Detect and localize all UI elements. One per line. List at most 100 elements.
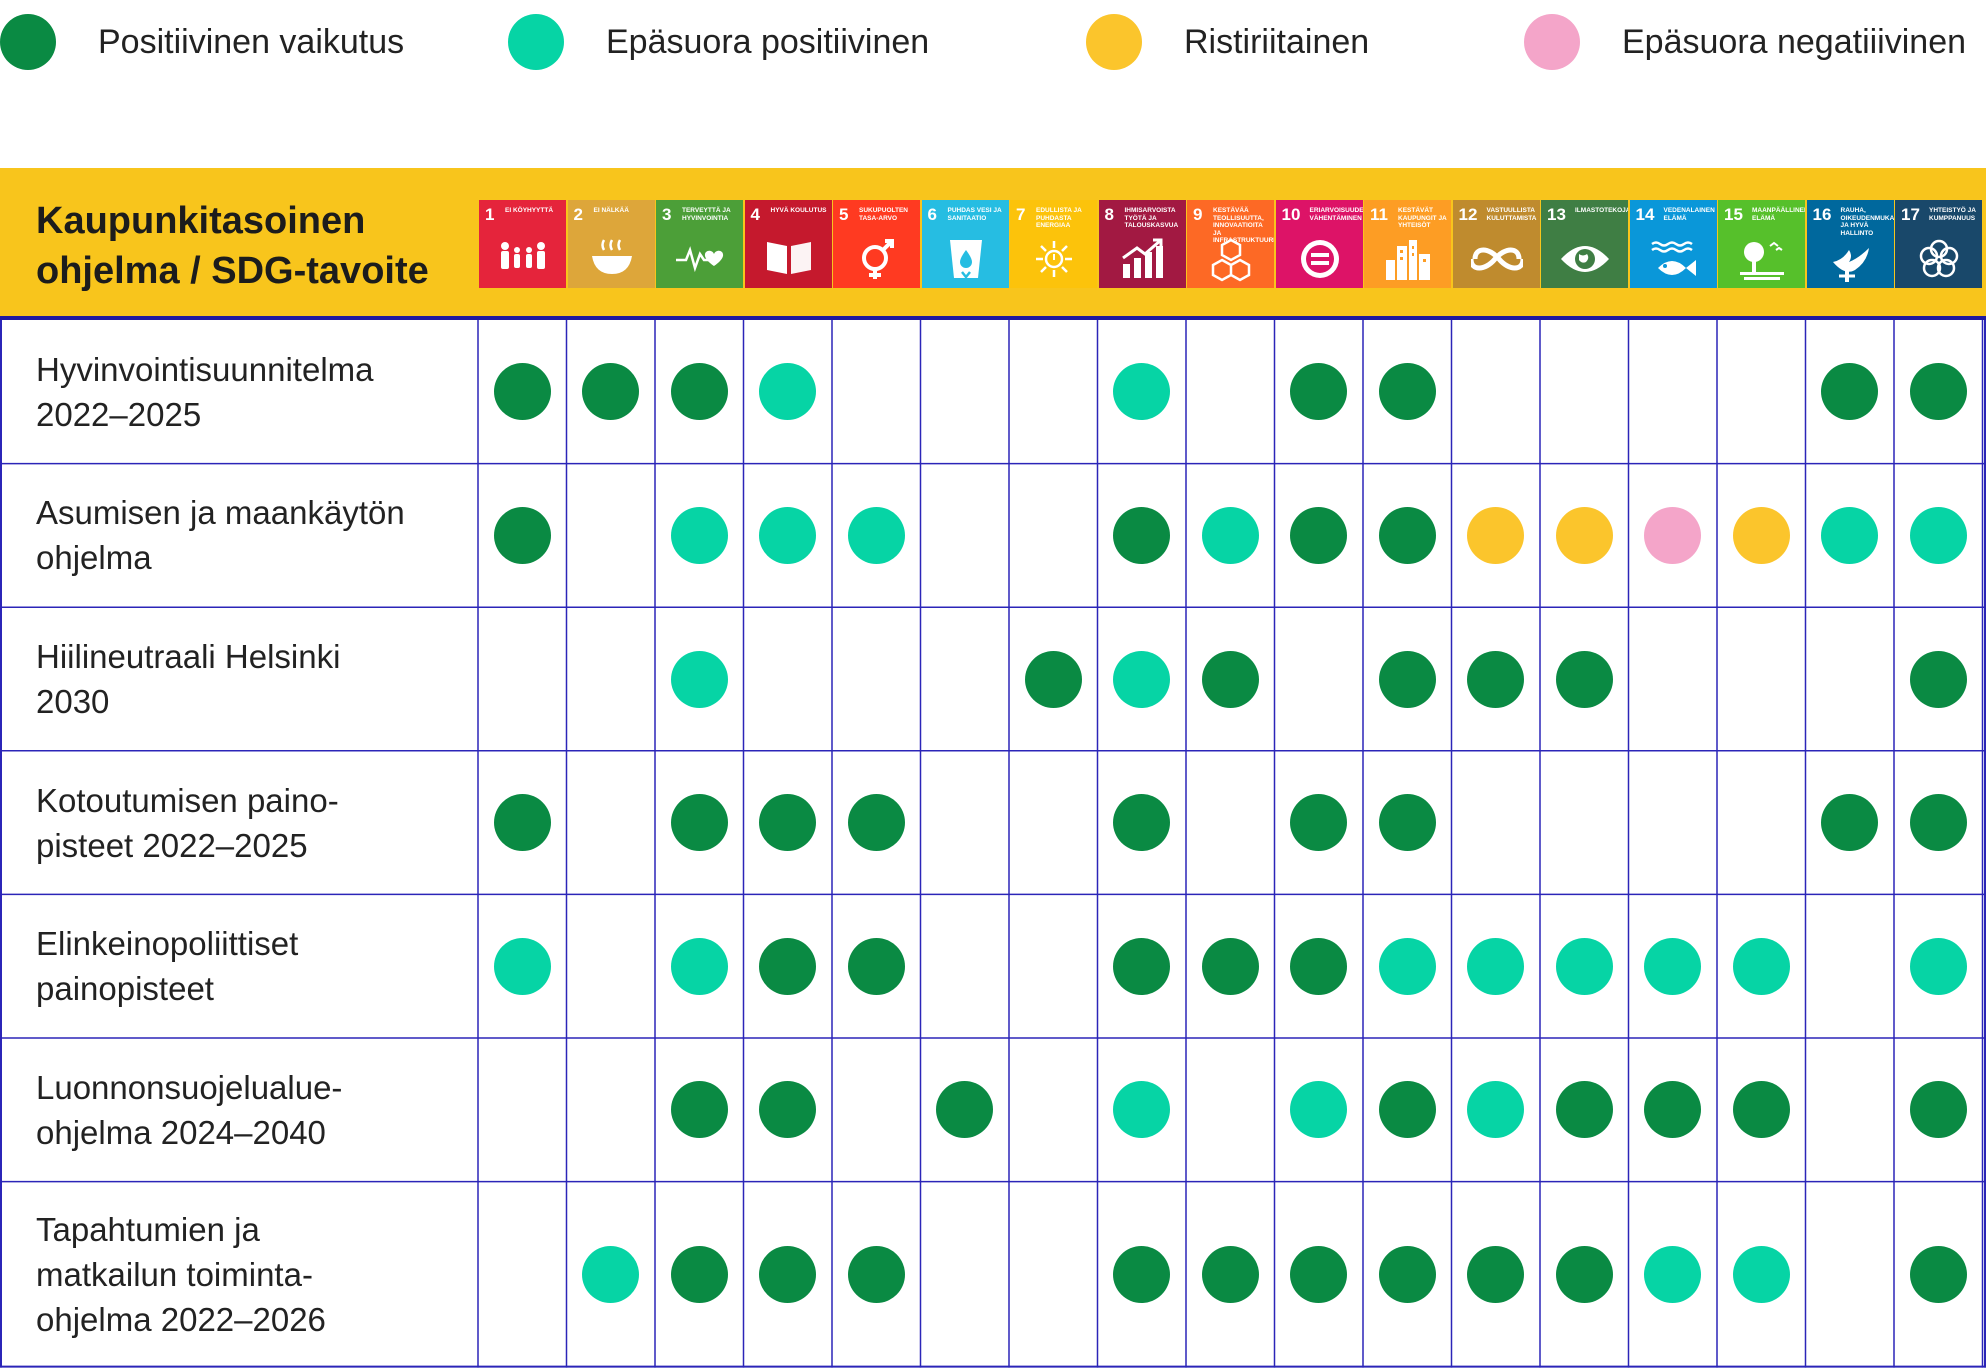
impact-dot-indirect-positive bbox=[1113, 1081, 1171, 1139]
sdg-goal-17-tile: 17 Yhteistyö ja kumppanuus bbox=[1895, 200, 1982, 288]
impact-dot-positive bbox=[670, 794, 728, 852]
legend-item: Epäsuora positiivinen bbox=[508, 12, 929, 72]
gender-icon bbox=[862, 239, 894, 279]
fish-icon bbox=[1650, 241, 1696, 276]
impact-dot-positive bbox=[670, 363, 728, 421]
impact-dot-indirect-positive bbox=[1732, 1246, 1790, 1304]
sdg-goal-number: 11 bbox=[1370, 205, 1388, 224]
sdg-goal-label: Ihmisarvoista työtä ja talouskasvua bbox=[1124, 207, 1179, 229]
impact-dot-positive bbox=[1378, 1246, 1436, 1304]
impact-dot-positive bbox=[1290, 937, 1348, 995]
sdg-goal-label: Edullista ja puhdasta energiaa bbox=[1036, 207, 1082, 229]
legend-label: Positiivinen vaikutus bbox=[98, 22, 405, 61]
program-row-label: Tapahtumien ja matkailun toiminta- ohjel… bbox=[36, 1211, 326, 1339]
legend-label: Ristiriitainen bbox=[1184, 22, 1370, 61]
impact-dot-indirect-positive bbox=[1201, 506, 1259, 564]
impact-dot-positive bbox=[759, 1081, 817, 1139]
sdg-goal-label: Eriarvoisuuden vähentäminen bbox=[1309, 207, 1363, 222]
infinity-icon bbox=[1470, 247, 1523, 271]
impact-dot-indirect-positive bbox=[582, 1246, 640, 1304]
sdg-goal-number: 2 bbox=[573, 205, 583, 224]
impact-dot-indirect-positive bbox=[1909, 937, 1967, 995]
impact-dot-indirect-positive bbox=[1113, 650, 1171, 708]
sdg-goal-1-tile: 1 Ei köyhyyttä bbox=[479, 200, 566, 288]
impact-dot-positive bbox=[1113, 1246, 1171, 1304]
impact-dot-positive bbox=[1555, 650, 1613, 708]
program-row-label: Hyvinvointisuunnitelma 2022–2025 bbox=[36, 350, 374, 433]
program-row-label: Asumisen ja maankäytön ohjelma bbox=[36, 494, 405, 577]
legend-swatch bbox=[1524, 14, 1580, 70]
equals-icon bbox=[1300, 240, 1339, 278]
impact-dot-positive bbox=[493, 506, 551, 564]
sdg-goal-9-tile: 9 Kestävää teollisuutta, innovaatioita ja… bbox=[1187, 200, 1274, 288]
sdg-goal-label: Maanpäällinen elämä bbox=[1752, 207, 1805, 222]
sdg-goal-label: Rauha, oikeudenmukaisuus ja hyvä hallint… bbox=[1840, 207, 1894, 237]
sdg-goal-label: Kestävät kaupungit ja yhteisöt bbox=[1398, 207, 1447, 229]
header-divider bbox=[0, 316, 1986, 320]
impact-dot-conflicting bbox=[1555, 506, 1613, 564]
impact-dot-indirect-positive bbox=[1113, 363, 1171, 421]
sdg-goal-14-tile: 14 Vedenalainen elämä bbox=[1629, 200, 1717, 288]
sdg-goal-13-tile: 13 Ilmastotekoja bbox=[1541, 200, 1628, 288]
sdg-goal-number: 4 bbox=[750, 205, 760, 224]
impact-dot-positive bbox=[1378, 363, 1436, 421]
sdg-goal-label: Terveyttä ja hyvinvointia bbox=[682, 207, 731, 222]
impact-dot-positive bbox=[1024, 650, 1082, 708]
table-title-line-1: Kaupunkitasoinen bbox=[36, 200, 366, 242]
legend-swatch bbox=[1086, 14, 1142, 70]
sdg-goal-6-tile: 6 Puhdas vesi ja sanitaatio bbox=[921, 200, 1009, 288]
impact-dot-indirect-positive bbox=[1821, 506, 1879, 564]
book-icon bbox=[766, 242, 811, 274]
sdg-goal-number: 7 bbox=[1016, 205, 1026, 224]
impact-dot-positive bbox=[1909, 1246, 1967, 1304]
sdg-goal-12-tile: 12 Vastuullista kuluttamista bbox=[1452, 200, 1540, 288]
impact-dot-indirect-positive bbox=[1909, 506, 1967, 564]
legend-swatch bbox=[508, 14, 564, 70]
impact-dot-positive bbox=[759, 794, 817, 852]
program-row-label: Kotoutumisen paino- pisteet 2022–2025 bbox=[36, 781, 339, 864]
impact-dot-conflicting bbox=[1467, 506, 1525, 564]
impact-dot-positive bbox=[1290, 1246, 1348, 1304]
impact-dot-positive bbox=[1467, 650, 1525, 708]
impact-dot-indirect-positive bbox=[1467, 1081, 1525, 1139]
dove-icon bbox=[1832, 248, 1869, 282]
sdg-goal-number: 10 bbox=[1281, 205, 1301, 224]
sdg-goal-number: 9 bbox=[1193, 205, 1203, 224]
impact-dot-positive bbox=[582, 363, 640, 421]
cubes-icon bbox=[1211, 238, 1251, 282]
impact-dot-positive bbox=[1378, 650, 1436, 708]
program-row-label: Hiilineutraali Helsinki 2030 bbox=[36, 638, 341, 720]
impact-dot-indirect-positive bbox=[1732, 937, 1790, 995]
impact-dot-positive bbox=[1909, 794, 1967, 852]
sdg-goal-number: 5 bbox=[839, 205, 849, 224]
impact-dot-indirect-positive bbox=[493, 937, 551, 995]
impact-dot-positive bbox=[847, 937, 905, 995]
legend: Positiivinen vaikutus Epäsuora positiivin… bbox=[0, 12, 1986, 76]
impact-dot-positive bbox=[1113, 506, 1171, 564]
impact-dot-indirect-positive bbox=[759, 506, 817, 564]
people-icon bbox=[501, 242, 545, 269]
impact-dot-positive bbox=[1821, 363, 1879, 421]
sdg-goal-7-tile: 7 Edullista ja puhdasta energiaa bbox=[1010, 200, 1097, 288]
bowl-icon bbox=[591, 239, 632, 274]
impact-dot-positive bbox=[1555, 1246, 1613, 1304]
sdg-goal-4-tile: 4 Hyvä koulutus bbox=[744, 200, 832, 288]
sdg-goal-label: Ei nälkää bbox=[593, 207, 629, 214]
impact-dot-positive bbox=[759, 1246, 817, 1304]
impact-dot-positive bbox=[1555, 1081, 1613, 1139]
sdg-goal-8-tile: 8 Ihmisarvoista työtä ja talouskasvua bbox=[1098, 200, 1186, 288]
sdg-goal-label: Vedenalainen elämä bbox=[1663, 207, 1715, 222]
impact-dot-positive bbox=[847, 1246, 905, 1304]
impact-dot-positive bbox=[1644, 1081, 1702, 1139]
impact-dot-positive bbox=[670, 1246, 728, 1304]
sdg-goal-number: 12 bbox=[1458, 205, 1478, 224]
legend-label: Epäsuora negatiiivinen bbox=[1622, 22, 1967, 61]
sdg-goal-label: Vastuullista kuluttamista bbox=[1486, 207, 1537, 222]
sdg-goal-label: Puhdas vesi ja sanitaatio bbox=[947, 207, 1002, 222]
sdg-goal-label: Yhteistyö ja kumppanuus bbox=[1929, 207, 1976, 222]
table-title-line-2: ohjelma / SDG-tavoite bbox=[36, 250, 429, 292]
impact-dot-positive bbox=[1290, 794, 1348, 852]
sdg-goal-number: 1 bbox=[485, 205, 495, 224]
sdg-goal-label: Sukupuolten tasa-arvo bbox=[859, 207, 908, 222]
